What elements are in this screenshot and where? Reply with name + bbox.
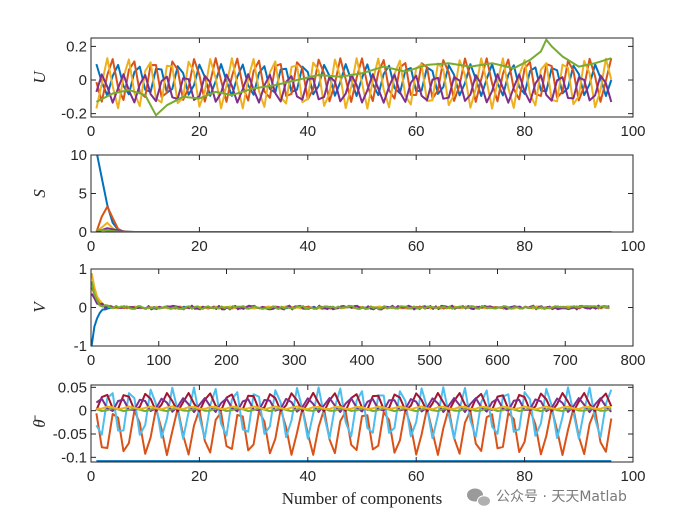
subplot-u: 0 20 40 60 80 100-0.200.2U (30, 37, 646, 140)
x-tick-label: 0 (87, 352, 95, 369)
axes-box (90, 37, 634, 118)
watermark: 公众号 · 天天Matlab (467, 488, 627, 507)
series-line (95, 386, 613, 440)
x-tick-label: 100 (620, 468, 645, 485)
y-tick-label: 0.05 (58, 379, 87, 396)
series-line (91, 305, 610, 346)
x-tick-label: 80 (516, 123, 533, 140)
y-tick-label: -0.05 (53, 426, 87, 443)
series-line (96, 407, 612, 413)
subplot-s: 0 20 40 60 80 100 0 5 10 S (30, 147, 646, 255)
y-tick-label: -0.2 (61, 106, 87, 123)
series-line (96, 155, 612, 232)
x-tick-label: 60 (408, 468, 425, 485)
x-tick-label: 100 (620, 123, 645, 140)
series-line (95, 73, 613, 104)
y-tick-label: 0.2 (66, 38, 87, 55)
series-line (96, 405, 612, 411)
series-line (91, 281, 610, 310)
x-axis-label: Number of components (282, 489, 443, 508)
series-group (95, 155, 612, 232)
series-line (95, 205, 612, 232)
y-axis-label: θ̄ (30, 414, 49, 427)
y-tick-label: 0 (79, 403, 87, 420)
x-tick-label: 0 (87, 468, 95, 485)
watermark-text: 公众号 · 天天Matlab (496, 489, 627, 505)
x-tick-label: 600 (485, 352, 510, 369)
x-tick-label: 0 (87, 238, 95, 255)
axes-box (90, 154, 634, 233)
series-group (95, 386, 613, 462)
x-tick-label: 400 (349, 352, 374, 369)
axes-box (90, 384, 634, 463)
series-line (91, 273, 610, 310)
series-line (95, 391, 613, 413)
x-tick-label: 20 (191, 123, 208, 140)
x-tick-label: 500 (417, 352, 442, 369)
y-tick-label: 1 (79, 261, 87, 278)
series-group (95, 38, 613, 117)
x-tick-label: 20 (191, 238, 208, 255)
x-tick-label: 80 (516, 238, 533, 255)
x-tick-label: 60 (408, 238, 425, 255)
y-axis-label: V (30, 300, 49, 313)
y-tick-label: -0.1 (61, 449, 87, 466)
y-tick-label: 0 (79, 224, 87, 241)
x-tick-label: 800 (620, 352, 645, 369)
y-axis-label: S (30, 189, 49, 198)
series-line (95, 221, 612, 232)
y-tick-label: 5 (79, 186, 87, 203)
y-tick-label: -1 (74, 338, 87, 355)
y-tick-label: 0 (79, 72, 87, 89)
series-line (95, 57, 613, 110)
x-tick-label: 300 (282, 352, 307, 369)
x-tick-label: 60 (408, 123, 425, 140)
y-axis-label: U (30, 70, 49, 84)
subplot-theta: 0 20 40 60 80 100 0.05 0 -0.05 -0.1 θ̄ (30, 379, 646, 485)
x-tick-label: 100 (146, 352, 171, 369)
y-tick-label: 0 (79, 300, 87, 317)
x-tick-label: 20 (191, 468, 208, 485)
x-tick-label: 700 (553, 352, 578, 369)
series-line (95, 38, 612, 117)
x-tick-label: 80 (516, 468, 533, 485)
x-tick-label: 200 (214, 352, 239, 369)
series-group (91, 273, 610, 346)
y-tick-label: 10 (70, 147, 87, 164)
x-tick-label: 40 (299, 468, 316, 485)
x-tick-label: 100 (620, 238, 645, 255)
x-tick-label: 0 (87, 123, 95, 140)
x-tick-label: 40 (299, 238, 316, 255)
wechat-icon (467, 488, 491, 507)
x-tick-label: 40 (299, 123, 316, 140)
